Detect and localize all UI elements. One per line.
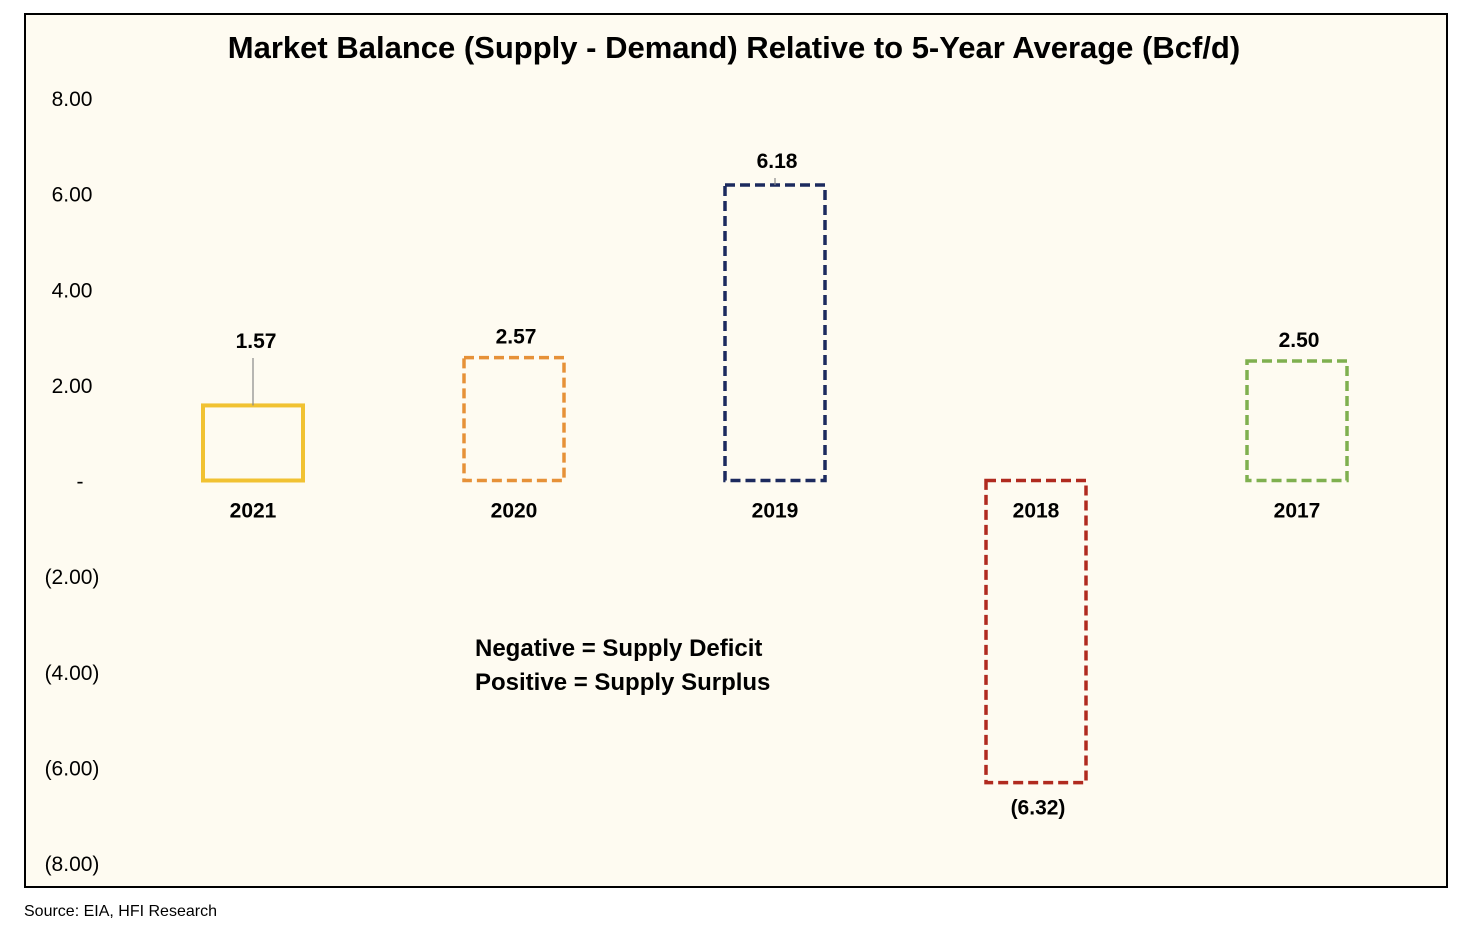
y-axis: 8.00 6.00 4.00 2.00 - (2.00) (4.00) (6.00) (8.00… [45,88,100,876]
y-tick-label: 8.00 [52,88,93,111]
value-label-2019: 6.18 [757,150,798,173]
value-label-2021: 1.57 [236,330,277,353]
category-label-2021: 2021 [230,500,277,523]
chart-frame [24,13,1448,888]
value-labels: 1.57 2.57 6.18 (6.32) 2.50 [236,150,1320,820]
annotation-note: Negative = Supply Deficit Positive = Sup… [475,632,770,700]
category-label-2017: 2017 [1274,500,1321,523]
bar-2017 [1245,359,1349,483]
y-tick-label: (2.00) [45,566,100,589]
value-label-2020: 2.57 [496,326,537,349]
y-tick-label: 6.00 [52,184,93,207]
bars [201,183,1349,785]
category-label-2018: 2018 [1013,500,1060,523]
y-tick-label: (8.00) [45,853,100,876]
source-note: Source: EIA, HFI Research [24,903,217,920]
y-tick-label: - [77,471,84,494]
annotation-negative: Negative = Supply Deficit [475,635,763,662]
y-tick-label: (6.00) [45,757,100,780]
bar-2019 [723,183,827,483]
chart-title: Market Balance (Supply - Demand) Relativ… [227,30,1241,65]
y-tick-label: 2.00 [52,375,93,398]
category-labels: 2021 2020 2019 2018 2017 [230,500,1321,523]
category-label-2019: 2019 [752,500,799,523]
bar-2018 [984,478,1088,785]
bar-2021 [201,403,305,483]
category-label-2020: 2020 [491,500,538,523]
value-label-2017: 2.50 [1279,329,1320,352]
y-tick-label: 4.00 [52,279,93,302]
y-tick-label: (4.00) [45,662,100,685]
value-label-2018: (6.32) [1011,797,1066,820]
annotation-positive: Positive = Supply Surplus [475,669,771,696]
bar-2020 [462,355,566,483]
